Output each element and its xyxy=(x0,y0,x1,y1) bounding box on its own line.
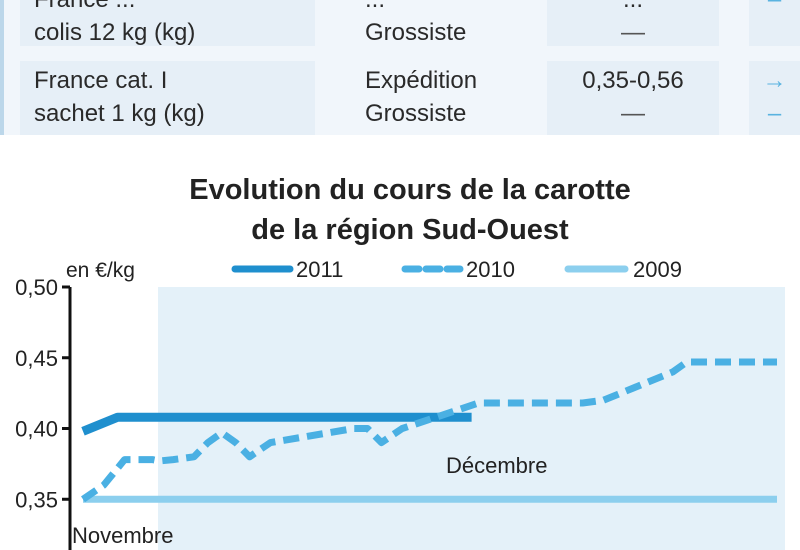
legend-label: 2010 xyxy=(466,257,515,282)
price-cell: 0,35-0,56 — xyxy=(547,61,719,135)
legend-label: 2009 xyxy=(633,257,682,282)
trend-cell: → – xyxy=(749,61,800,135)
price-line: ... xyxy=(547,0,719,16)
trend-dash: – xyxy=(767,100,782,127)
series-line-2011 xyxy=(81,412,472,436)
price-chart: Evolution du cours de la carotte de la r… xyxy=(0,160,800,550)
trend-arrow-icon: → xyxy=(762,67,787,94)
trend-dash: – xyxy=(749,0,800,16)
period-label-decembre: Décembre xyxy=(446,453,547,478)
legend-label: 2011 xyxy=(296,257,343,282)
table-row: France ... colis 12 kg (kg) ... Grossist… xyxy=(20,0,800,46)
stage-line: Expédition xyxy=(365,67,478,94)
product-line: sachet 1 kg (kg) xyxy=(34,100,205,127)
chart-subtitle: de la région Sud-Ouest xyxy=(251,214,569,246)
y-tick-label: 0,50 xyxy=(15,275,58,300)
product-cell: France ... colis 12 kg (kg) xyxy=(20,0,315,46)
stage-line: ... xyxy=(365,0,567,16)
series-line-2010 xyxy=(81,358,777,503)
period-label-novembre: Novembre xyxy=(72,523,173,548)
product-cell: France cat. I sachet 1 kg (kg) xyxy=(20,61,315,135)
price-table: France ... colis 12 kg (kg) ... Grossist… xyxy=(0,0,800,135)
price-cell: ... — xyxy=(547,0,719,46)
y-tick-label: 0,40 xyxy=(15,417,58,442)
product-line: colis 12 kg (kg) xyxy=(34,19,196,46)
product-line: France cat. I xyxy=(34,67,168,94)
product-line: France ... xyxy=(34,0,315,16)
chart-title: Evolution du cours de la carotte xyxy=(189,174,631,206)
price-line: — xyxy=(621,19,645,46)
stage-cell: ... Grossiste xyxy=(347,0,567,46)
y-tick-label: 0,45 xyxy=(15,346,58,371)
y-axis-label: en €/kg xyxy=(66,259,135,282)
stage-cell: Expédition Grossiste xyxy=(347,61,567,135)
price-line: 0,35-0,56 xyxy=(582,67,684,94)
price-line: — xyxy=(621,100,645,127)
trend-cell: – xyxy=(749,0,800,46)
table-row: France cat. I sachet 1 kg (kg) Expéditio… xyxy=(20,61,800,135)
y-tick-label: 0,35 xyxy=(15,487,58,512)
stage-line: Grossiste xyxy=(365,19,467,46)
stage-line: Grossiste xyxy=(365,100,467,127)
table-left-bar xyxy=(0,0,4,135)
chart-canvas: 0,50 0,45 0,40 0,35 en €/kg 2011 2010 2009 Novem… xyxy=(15,257,785,550)
